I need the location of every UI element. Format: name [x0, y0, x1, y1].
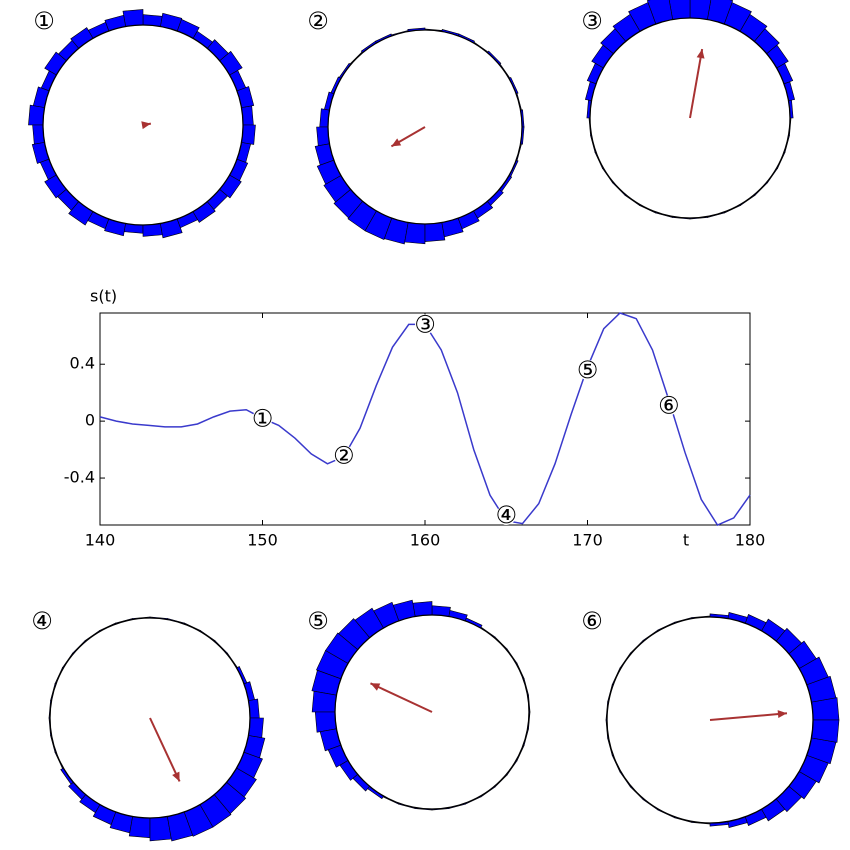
arrow-shaft: [370, 682, 433, 713]
panel-label: ①: [33, 7, 55, 35]
y-axis-label: s(t): [90, 287, 117, 306]
arrow-shaft: [709, 712, 788, 721]
x-tick-label: 180: [735, 531, 766, 550]
panel-label: ④: [31, 607, 53, 635]
bar: [28, 104, 45, 126]
bar: [424, 222, 446, 243]
annotation-marker: [658, 395, 679, 416]
bar: [404, 222, 426, 245]
annotation-marker: [252, 408, 273, 429]
y-tick-label: 0: [85, 411, 95, 430]
bar: [128, 816, 151, 839]
arrow-head: [141, 121, 151, 130]
annotation-label: ⑥: [658, 391, 680, 419]
x-tick-label: 170: [572, 531, 603, 550]
x-tick-label: 160: [410, 531, 441, 550]
x-tick-label: 150: [247, 531, 278, 550]
panel-label: ⑤: [307, 607, 329, 635]
arrow-head: [391, 138, 402, 147]
annotation-marker: [415, 314, 435, 335]
x-tick-label: 140: [85, 531, 116, 550]
x-axis-label: t: [683, 531, 689, 550]
y-tick-label: -0.4: [64, 468, 95, 487]
annotation-label: ②: [333, 441, 355, 469]
annotation-marker: [333, 445, 354, 466]
arrow-shaft: [149, 717, 181, 782]
arrow-head: [172, 771, 180, 782]
bar: [122, 9, 144, 27]
panel-label: ③: [581, 7, 603, 35]
annotation-label: ①: [252, 404, 274, 432]
annotation-label: ③: [414, 310, 436, 338]
annotation-marker: [577, 359, 598, 380]
panel-label: ②: [307, 7, 329, 35]
arrow-head: [696, 49, 705, 59]
y-tick-label: 0.4: [70, 354, 95, 373]
annotation-label: ⑤: [577, 356, 599, 384]
annotation-marker: [496, 505, 517, 526]
bar: [248, 717, 264, 739]
panel-label: ⑥: [581, 607, 603, 635]
arrow-head: [777, 710, 787, 719]
arrow-shaft: [689, 48, 704, 119]
annotation-label: ④: [495, 501, 517, 529]
bar: [412, 601, 433, 617]
bar: [311, 690, 337, 713]
arrow-head: [370, 683, 381, 691]
